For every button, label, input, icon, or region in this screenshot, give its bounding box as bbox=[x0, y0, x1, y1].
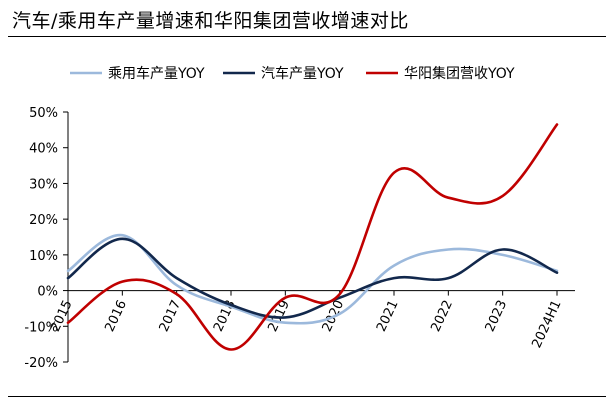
x-tick-label: 2021 bbox=[374, 298, 402, 334]
bottom-rule bbox=[8, 396, 606, 397]
y-tick-label: 0% bbox=[37, 285, 58, 300]
y-tick-label: -20% bbox=[24, 356, 58, 371]
series-layer bbox=[66, 123, 559, 351]
y-axis: 50% 40% 30% 20% 10% 0% -10% -20% bbox=[24, 106, 69, 371]
y-tick-label: 10% bbox=[29, 249, 58, 264]
x-tick-label: 2022 bbox=[428, 298, 456, 334]
y-tick-label: 40% bbox=[29, 142, 58, 157]
series-line-2 bbox=[66, 123, 559, 351]
x-tick-label: 2017 bbox=[157, 298, 185, 334]
title-rule bbox=[8, 36, 606, 37]
x-tick-label: 2023 bbox=[483, 298, 511, 334]
legend-label-1: 汽车产量YOY bbox=[261, 65, 344, 82]
x-tick-label: 2015 bbox=[48, 298, 76, 334]
legend-label-0: 乘用车产量YOY bbox=[108, 65, 205, 82]
x-tick-label: 2016 bbox=[102, 298, 130, 334]
chart-title: 汽车/乘用车产量增速和华阳集团营收增速对比 bbox=[12, 10, 409, 32]
x-tick-label: 2024H1 bbox=[529, 298, 564, 351]
y-tick-label: 30% bbox=[29, 177, 58, 192]
legend-label-2: 华阳集团营收YOY bbox=[404, 65, 515, 82]
y-tick-label: -10% bbox=[24, 320, 58, 335]
series-line-1 bbox=[66, 237, 559, 319]
y-tick-label: 50% bbox=[29, 106, 58, 121]
y-tick-label: 20% bbox=[29, 213, 58, 228]
legend: 乘用车产量YOY 汽车产量YOY 华阳集团营收YOY bbox=[70, 65, 515, 82]
